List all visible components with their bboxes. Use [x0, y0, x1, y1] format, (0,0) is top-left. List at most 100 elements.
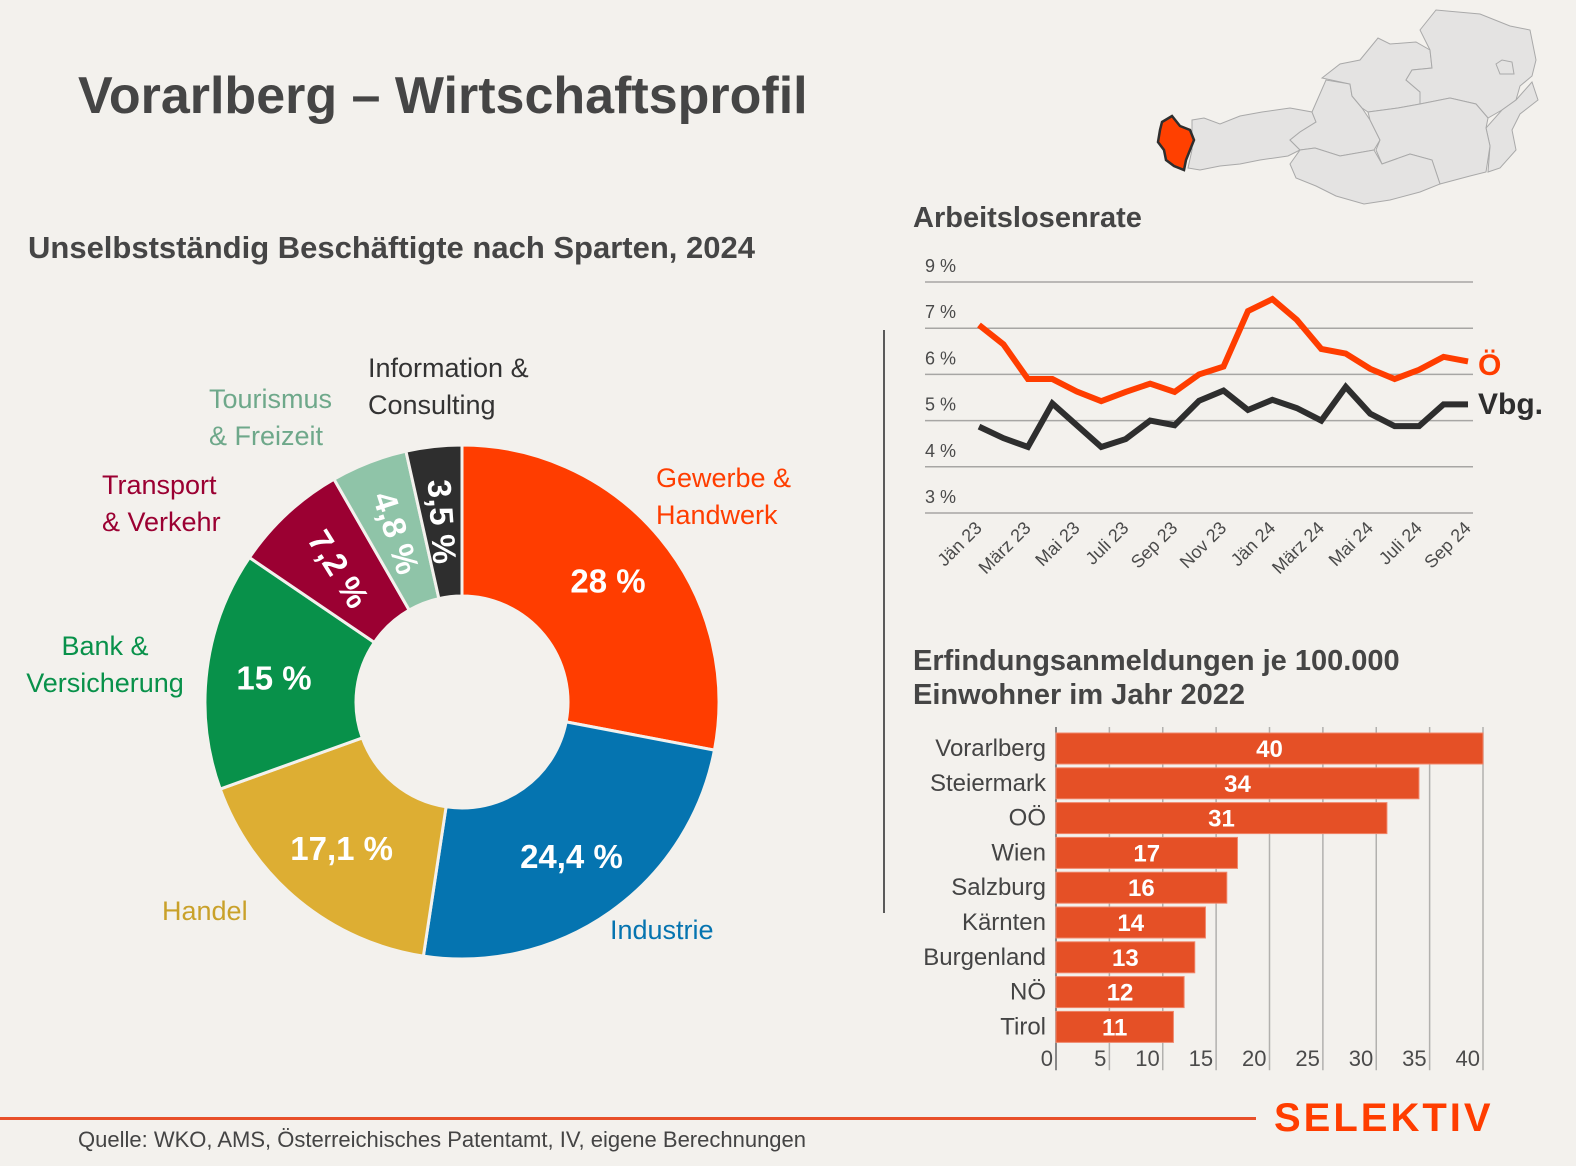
x-tick-label: 25: [1295, 1046, 1319, 1071]
bar-vorarlberg: [1055, 732, 1484, 765]
bar-karnten: [1055, 906, 1206, 939]
donut-category-label-line: Gewerbe &: [656, 463, 792, 493]
series-label-o: Ö: [1478, 349, 1501, 382]
austria-map: [1156, 9, 1539, 205]
donut-chart-title: Unselbstständig Beschäftigte nach Sparte…: [28, 230, 755, 265]
source-note: Quelle: WKO, AMS, Österreichisches Paten…: [78, 1127, 807, 1152]
donut-value-label-handel: 17,1 %: [290, 830, 393, 867]
y-tick-label: 3 %: [925, 487, 956, 507]
donut-slice-industrie: [421, 720, 717, 961]
bar-steiermark: [1055, 767, 1420, 800]
bar-value-label: 17: [1133, 840, 1160, 867]
map-region-burgenland: [1485, 81, 1539, 173]
bar-no: [1055, 976, 1185, 1009]
category-label: Wien: [991, 839, 1046, 866]
bar-value-label: 40: [1256, 736, 1283, 763]
bar-value-label: 14: [1117, 910, 1144, 937]
x-tick-label: 20: [1242, 1046, 1266, 1071]
donut-category-label-tourismus-freizeit: Tourismus & Freizeit: [209, 381, 332, 455]
bar-value-label: 16: [1128, 875, 1155, 902]
map-region-wien: [1495, 59, 1515, 75]
line-chart-title: Arbeitslosenrate: [913, 202, 1142, 234]
donut-category-label-industrie: Industrie: [610, 912, 714, 949]
donut-category-label-line: Tourismus: [209, 384, 333, 414]
bar-value-label: 13: [1112, 945, 1139, 972]
bar-value-label: 11: [1102, 1014, 1127, 1041]
x-tick-label: 15: [1189, 1046, 1213, 1071]
donut-category-label-line: & Freizeit: [209, 421, 324, 451]
bar-chart-title-line-2: Einwohner im Jahr 2022: [913, 679, 1246, 711]
donut-category-label-line: Handwerk: [656, 500, 778, 530]
x-tick-label: Juli 23: [1082, 518, 1133, 569]
category-label: Steiermark: [930, 770, 1047, 797]
donut-category-label-line: Consulting: [368, 390, 496, 420]
y-tick-label: 4 %: [925, 441, 956, 461]
bar-value-label: 31: [1208, 806, 1235, 833]
donut-category-label-handel: Handel: [162, 893, 248, 930]
bar-salzburg: [1055, 871, 1228, 904]
donut-category-label-line: Transport: [102, 470, 217, 500]
donut-category-label-line: Handel: [162, 896, 248, 926]
y-tick-label: 5 %: [925, 395, 956, 415]
x-tick-label: Nov 23: [1176, 518, 1230, 572]
x-tick-label: 30: [1349, 1046, 1373, 1071]
category-label: NÖ: [1010, 979, 1046, 1006]
map-region-steiermark: [1367, 97, 1491, 185]
donut-chart: 28 %24,4 %17,1 %15 %7,2 %4,8 %3,5 %: [203, 443, 721, 961]
x-tick-label: Mai 23: [1031, 518, 1083, 570]
donut-value-label-information-consulting: 3,5 %: [421, 478, 464, 565]
x-tick-label: März 23: [975, 518, 1035, 578]
page-title: Vorarlberg – Wirtschaftsprofil: [78, 67, 808, 125]
donut-category-label-information-consulting: Information & Consulting: [368, 350, 529, 424]
series-label-vbg: Vbg.: [1478, 388, 1543, 421]
category-label: Tirol: [1000, 1013, 1046, 1040]
category-label: Salzburg: [951, 874, 1046, 901]
x-tick-label: 10: [1135, 1046, 1159, 1071]
bar-value-label: 12: [1107, 980, 1134, 1007]
x-tick-label: 40: [1456, 1046, 1480, 1071]
map-region-niederoesterreich: [1405, 9, 1537, 119]
bar-burgenland: [1055, 941, 1196, 974]
bar-tirol: [1055, 1010, 1174, 1043]
category-label: Vorarlberg: [935, 735, 1046, 762]
bar-oo: [1055, 802, 1388, 835]
donut-category-label-transport-verkehr: Transport & Verkehr: [102, 467, 221, 541]
category-label: Burgenland: [923, 944, 1046, 971]
section-divider: [883, 330, 885, 913]
donut-value-label-gewerbe-handwerk: 28 %: [570, 563, 645, 600]
donut-category-label-bank-versicherung: Bank & Versicherung: [10, 628, 200, 702]
donut-category-label-line: Information &: [368, 353, 529, 383]
x-tick-label: 0: [1041, 1046, 1053, 1071]
line-series-o: [977, 295, 1469, 405]
y-tick-label: 9 %: [925, 256, 956, 276]
brand-logo: SELEKTIV: [1274, 1096, 1494, 1140]
donut-category-label-line: Versicherung: [26, 668, 184, 698]
footer-rule: [0, 1117, 1256, 1120]
donut-category-label-line: Bank &: [61, 631, 149, 661]
category-label: Kärnten: [962, 909, 1046, 936]
x-tick-label: 5: [1094, 1046, 1106, 1071]
x-tick-label: Sep 23: [1127, 518, 1181, 572]
donut-category-label-line: Industrie: [610, 915, 714, 945]
bar-value-label: 34: [1224, 771, 1251, 798]
donut-value-label-bank-versicherung: 15 %: [236, 660, 311, 697]
line-series-vbg: [977, 382, 1468, 451]
category-label: OÖ: [1009, 805, 1046, 832]
donut-slice-information-consulting: [404, 443, 464, 601]
bar-chart-title: Erfindungsanmeldungen je 100.000 Einwohn…: [913, 644, 1400, 712]
donut-slice-handel: [218, 735, 448, 958]
x-tick-label: März 24: [1268, 518, 1328, 578]
donut-slice-gewerbe-handwerk: [460, 443, 721, 752]
donut-value-label-industrie: 24,4 %: [520, 838, 623, 875]
donut-category-label-gewerbe-handwerk: Gewerbe & Handwerk: [656, 460, 791, 534]
y-tick-label: 6 %: [925, 348, 956, 368]
x-tick-label: Juli 24: [1375, 518, 1426, 569]
bar-chart: 0 5 10 15 20 25 30 35 40 Vorarlberg 40 Steiermark 34…: [923, 727, 1484, 1071]
donut-category-label-line: & Verkehr: [102, 507, 221, 537]
x-tick-label: Sep 24: [1420, 518, 1474, 572]
y-tick-label: 7 %: [925, 302, 956, 322]
x-tick-label: Mai 24: [1325, 518, 1377, 570]
bar-wien: [1055, 836, 1238, 869]
bar-chart-title-line-1: Erfindungsanmeldungen je 100.000: [913, 645, 1400, 677]
